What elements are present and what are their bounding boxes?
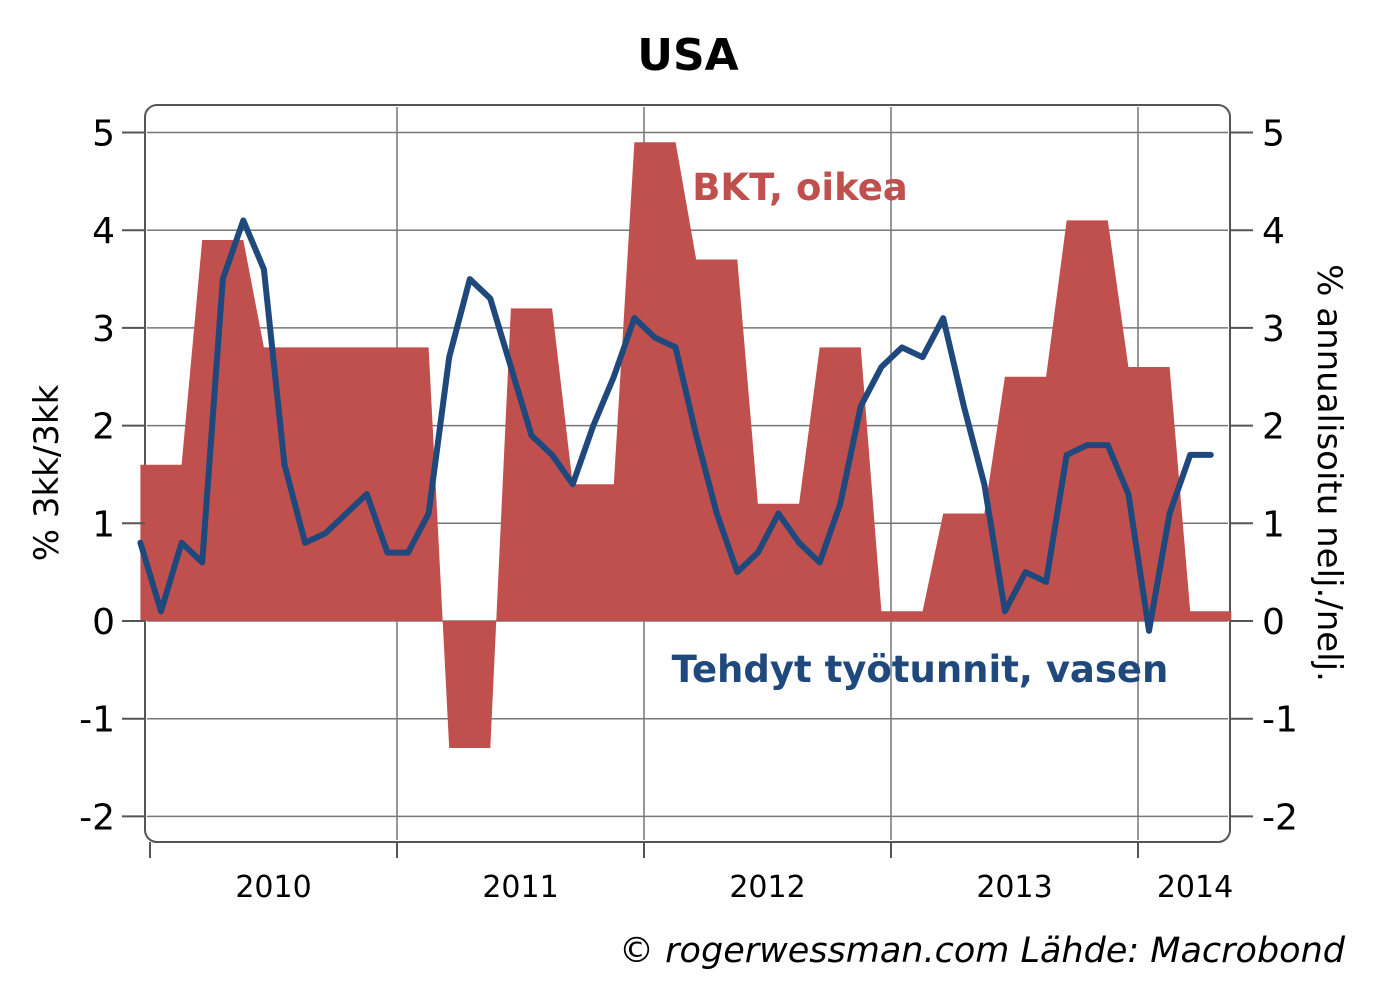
x-tick-label: 2011 bbox=[482, 870, 558, 905]
y-tick-label-left: 5 bbox=[92, 114, 115, 155]
x-tick-label: 2013 bbox=[976, 870, 1052, 905]
tick-labels: -2 -2 -1 -1 0 0 1 1 2 2 3 3 4 4 5 5 2010 2011 2012 2013 2014 bbox=[79, 114, 1298, 906]
chart-title: USA bbox=[637, 30, 738, 81]
x-tick-label: 2012 bbox=[729, 870, 805, 905]
y-tick-label-left: -2 bbox=[79, 797, 115, 838]
y-tick-label-left: -1 bbox=[79, 700, 115, 741]
y-tick-label-right: -1 bbox=[1262, 700, 1298, 741]
hours-line-path bbox=[137, 217, 1214, 634]
hours-series-label: Tehdyt työtunnit, vasen bbox=[672, 648, 1169, 691]
x-tick-label: 2010 bbox=[235, 870, 311, 905]
y-tick-label-left: 3 bbox=[92, 309, 115, 350]
y-tick-label-left: 2 bbox=[92, 407, 115, 448]
y-axis-label-right: % annualisoitu nelj./nelj. bbox=[1309, 264, 1349, 682]
gdp-area bbox=[140, 142, 1232, 749]
y-tick-label-left: 4 bbox=[92, 211, 115, 252]
y-tick-label-right: -2 bbox=[1262, 797, 1298, 838]
source-note: © rogerwessman.com Lähde: Macrobond bbox=[619, 931, 1346, 971]
y-tick-label-right: 2 bbox=[1262, 407, 1285, 448]
gdp-series-label: BKT, oikea bbox=[692, 166, 908, 209]
y-tick-label-left: 0 bbox=[92, 602, 115, 643]
hours-line bbox=[137, 217, 1214, 634]
y-tick-label-right: 3 bbox=[1262, 309, 1285, 350]
axis-ticks bbox=[122, 131, 1253, 858]
gdp-area-shape bbox=[140, 142, 1232, 749]
x-tick-label: 2014 bbox=[1157, 870, 1233, 905]
y-tick-label-right: 1 bbox=[1262, 504, 1285, 545]
y-axis-label-left: % 3kk/3kk bbox=[27, 384, 67, 561]
y-tick-label-right: 0 bbox=[1262, 602, 1285, 643]
y-tick-label-left: 1 bbox=[92, 504, 115, 545]
y-tick-label-right: 4 bbox=[1262, 211, 1285, 252]
y-tick-label-right: 5 bbox=[1262, 114, 1285, 155]
